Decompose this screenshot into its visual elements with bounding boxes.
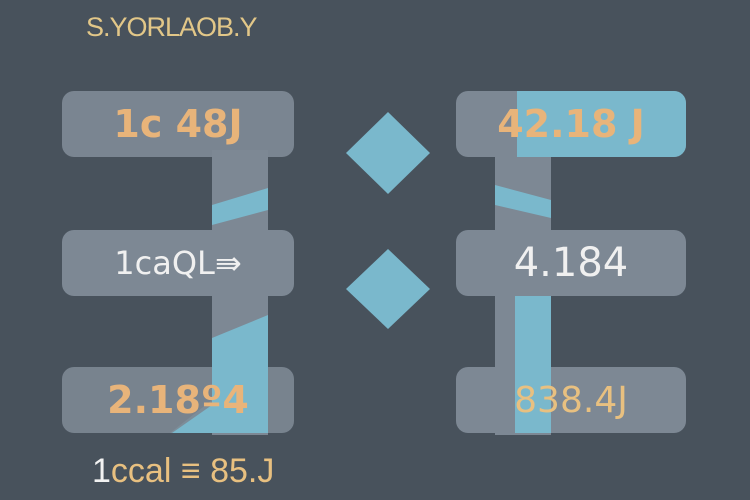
footer-equation: 1ccal ≡ 85.J (92, 452, 274, 491)
diamond-top (346, 112, 430, 194)
right-box-3-text: 838.4J (514, 379, 628, 421)
right-box-1-fill (517, 91, 686, 157)
right-box-2-text: 4.184 (513, 240, 629, 286)
right-stripe (495, 185, 551, 218)
left-box-3-fill (172, 367, 268, 433)
right-box-1-text: 42.18 J (497, 102, 645, 146)
left-box-2 (62, 230, 294, 296)
right-box-3 (456, 367, 686, 433)
footer-rest: ccal ≡ 85.J (110, 452, 275, 490)
left-box-2-text: 1caQL⇛ (114, 244, 242, 282)
diagram-title: S.YORLAOB.Y (86, 12, 258, 42)
left-box-1 (62, 91, 294, 157)
diamond-bottom (346, 249, 430, 329)
left-stripe (212, 188, 268, 225)
footer-one: 1 (92, 452, 111, 490)
right-box-2 (456, 230, 686, 296)
left-box-3-text: 2.18º4 (107, 378, 249, 422)
left-box-1-text: 1c 48J (113, 102, 243, 146)
right-box-3-fill (515, 367, 551, 433)
